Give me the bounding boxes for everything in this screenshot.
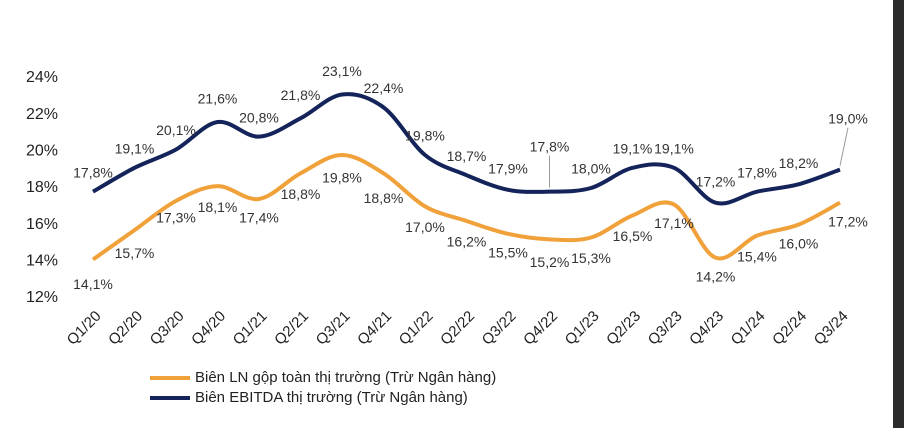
data-label: 21,8% bbox=[281, 87, 321, 103]
data-label: 18,7% bbox=[447, 148, 487, 164]
data-label: 23,1% bbox=[322, 63, 362, 79]
data-label: 20,8% bbox=[239, 109, 279, 125]
data-label: 18,1% bbox=[198, 199, 238, 215]
data-label: 16,2% bbox=[447, 234, 487, 250]
y-tick-label: 16% bbox=[26, 216, 58, 233]
data-label: 14,2% bbox=[696, 268, 736, 284]
data-label: 21,6% bbox=[198, 91, 238, 107]
data-label: 15,3% bbox=[571, 250, 611, 266]
data-label: 15,5% bbox=[488, 245, 528, 261]
y-tick-label: 12% bbox=[26, 289, 58, 306]
data-label: 18,2% bbox=[779, 155, 819, 171]
data-label: 22,4% bbox=[364, 80, 404, 96]
data-label: 18,0% bbox=[571, 161, 611, 177]
series-line bbox=[92, 92, 841, 206]
data-label: 15,4% bbox=[737, 248, 777, 264]
data-label: 17,4% bbox=[239, 210, 279, 226]
data-label: 17,2% bbox=[828, 213, 868, 229]
series-line bbox=[91, 153, 841, 262]
y-tick-label: 22% bbox=[26, 106, 58, 123]
data-label: 20,1% bbox=[156, 122, 196, 138]
data-label: 17,9% bbox=[488, 161, 528, 177]
data-label: 15,7% bbox=[115, 245, 155, 261]
side-bar bbox=[893, 0, 904, 428]
data-label: 19,0% bbox=[828, 110, 868, 126]
data-label: 19,1% bbox=[654, 141, 694, 157]
data-label: 17,8% bbox=[737, 164, 777, 180]
data-label: 17,3% bbox=[156, 210, 196, 226]
data-label: 19,1% bbox=[115, 141, 155, 157]
y-tick-label: 14% bbox=[26, 253, 58, 270]
data-label: 17,8% bbox=[530, 138, 570, 154]
y-tick-label: 24% bbox=[26, 69, 58, 86]
data-label: 17,2% bbox=[696, 173, 736, 189]
legend-label: Biên LN gộp toàn thị trường (Trừ Ngân hà… bbox=[195, 369, 496, 386]
data-label: 14,1% bbox=[73, 276, 113, 292]
data-label: 15,2% bbox=[530, 254, 570, 270]
y-tick-label: 18% bbox=[26, 179, 58, 196]
leader-line bbox=[839, 127, 849, 166]
data-label: 19,8% bbox=[322, 170, 362, 186]
data-label: 17,1% bbox=[654, 215, 694, 231]
data-label: 18,8% bbox=[281, 186, 321, 202]
data-label: 17,8% bbox=[73, 164, 113, 180]
legend-label: Biên EBITDA thị trường (Trừ Ngân hàng) bbox=[195, 389, 468, 406]
data-label: 18,8% bbox=[364, 190, 404, 206]
y-tick-label: 20% bbox=[26, 143, 58, 160]
data-label: 16,5% bbox=[613, 228, 653, 244]
data-label: 19,8% bbox=[405, 128, 445, 144]
data-label: 16,0% bbox=[779, 235, 819, 251]
data-label: 17,0% bbox=[405, 219, 445, 235]
data-label: 19,1% bbox=[613, 141, 653, 157]
